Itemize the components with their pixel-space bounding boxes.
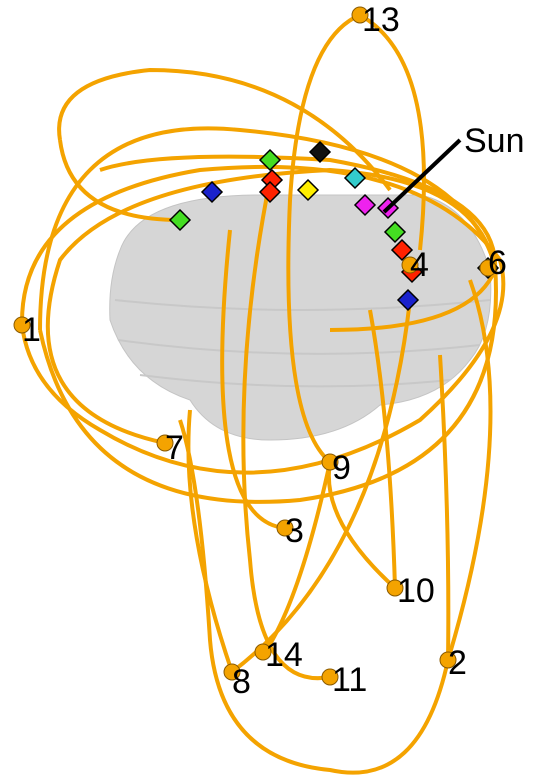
sun-label: Sun bbox=[464, 122, 525, 160]
point-label: 7 bbox=[165, 429, 184, 467]
point-label: 9 bbox=[332, 449, 351, 487]
point-label: 6 bbox=[488, 244, 507, 282]
orbit-plot: Sun 13 4 6 1 7 9 3 10 14 11 8 2 bbox=[0, 0, 555, 778]
point-label: 1 bbox=[22, 311, 41, 349]
point-label: 2 bbox=[448, 644, 467, 682]
point-label: 3 bbox=[285, 512, 304, 550]
point-label: 14 bbox=[265, 636, 303, 674]
point-label: 10 bbox=[397, 572, 435, 610]
point-label: 13 bbox=[362, 1, 400, 39]
point-label: 8 bbox=[232, 663, 251, 701]
point-label: 4 bbox=[410, 246, 429, 284]
point-label: 11 bbox=[332, 661, 367, 699]
